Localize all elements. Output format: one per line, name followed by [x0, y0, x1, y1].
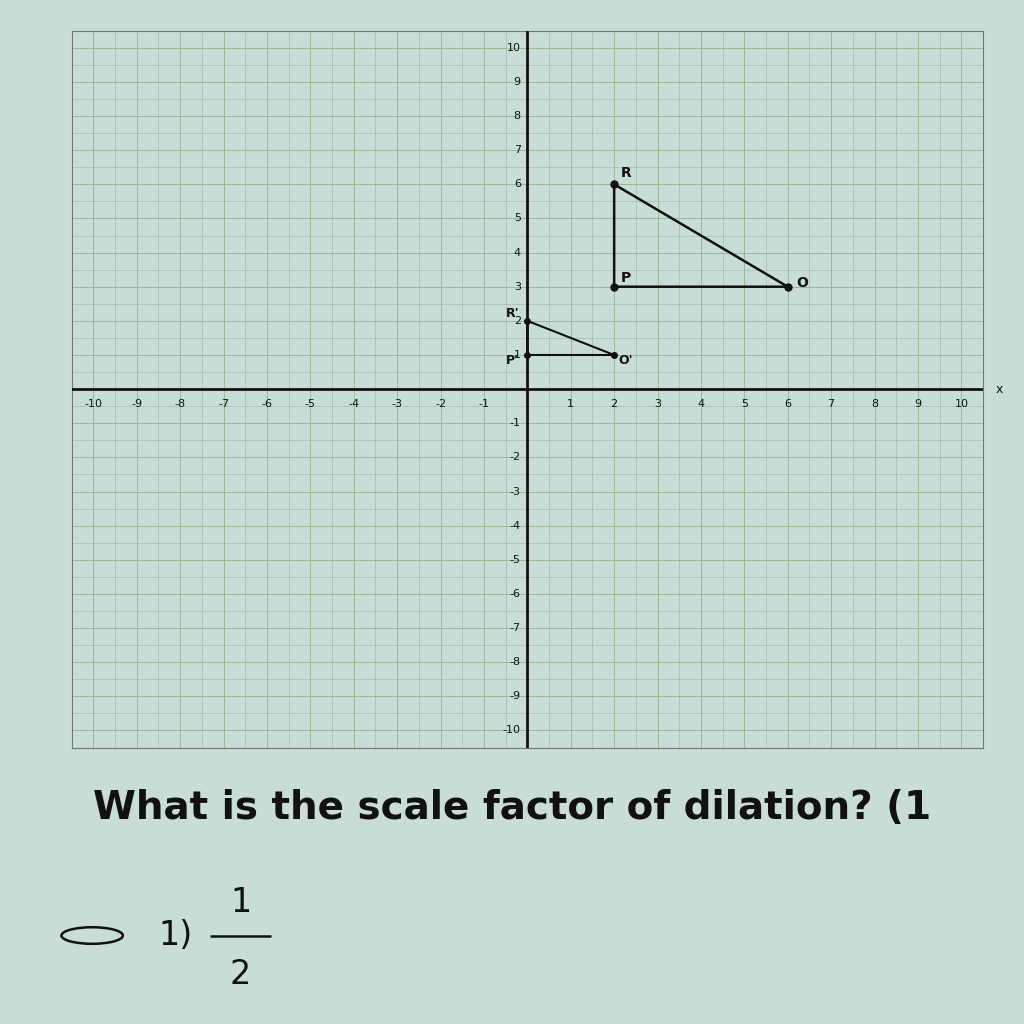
Text: 2: 2 — [514, 315, 521, 326]
Text: 2: 2 — [610, 399, 617, 410]
Text: -1: -1 — [478, 399, 489, 410]
Text: -7: -7 — [218, 399, 229, 410]
Text: 4: 4 — [514, 248, 521, 258]
Text: R': R' — [506, 307, 519, 321]
Text: 8: 8 — [514, 111, 521, 121]
Text: -7: -7 — [510, 623, 521, 633]
Text: P: P — [621, 270, 631, 285]
Text: -8: -8 — [510, 657, 521, 668]
Text: 9: 9 — [514, 77, 521, 87]
Text: P': P' — [506, 353, 519, 367]
Text: -9: -9 — [510, 691, 521, 701]
Text: 5: 5 — [514, 213, 521, 223]
Text: -2: -2 — [435, 399, 446, 410]
Text: -6: -6 — [261, 399, 272, 410]
Text: What is the scale factor of dilation? (1: What is the scale factor of dilation? (1 — [93, 790, 931, 827]
Text: 1: 1 — [567, 399, 574, 410]
Text: 6: 6 — [784, 399, 792, 410]
Text: -10: -10 — [503, 725, 521, 735]
Text: 1: 1 — [230, 886, 251, 919]
Text: -2: -2 — [510, 453, 521, 463]
Text: 4: 4 — [697, 399, 705, 410]
Text: 5: 5 — [740, 399, 748, 410]
Text: -4: -4 — [510, 520, 521, 530]
Text: -4: -4 — [348, 399, 359, 410]
Text: -10: -10 — [84, 399, 102, 410]
Text: -8: -8 — [175, 399, 185, 410]
Text: 10: 10 — [507, 43, 521, 53]
Text: x: x — [996, 383, 1004, 395]
Text: R: R — [621, 167, 632, 180]
Text: 8: 8 — [871, 399, 879, 410]
Text: -3: -3 — [391, 399, 402, 410]
Text: -1: -1 — [510, 418, 521, 428]
Text: -9: -9 — [131, 399, 142, 410]
Text: 1): 1) — [159, 919, 193, 952]
Text: 9: 9 — [914, 399, 922, 410]
Text: 3: 3 — [514, 282, 521, 292]
Text: 6: 6 — [514, 179, 521, 189]
Text: 3: 3 — [654, 399, 662, 410]
Text: 7: 7 — [827, 399, 835, 410]
Text: -3: -3 — [510, 486, 521, 497]
Text: -6: -6 — [510, 589, 521, 599]
Text: 10: 10 — [954, 399, 969, 410]
Text: -5: -5 — [510, 555, 521, 565]
Text: -5: -5 — [305, 399, 315, 410]
Text: 7: 7 — [514, 145, 521, 156]
Text: 2: 2 — [230, 957, 251, 991]
Text: 1: 1 — [514, 350, 521, 360]
Text: O: O — [797, 275, 808, 290]
Text: O': O' — [618, 353, 633, 367]
